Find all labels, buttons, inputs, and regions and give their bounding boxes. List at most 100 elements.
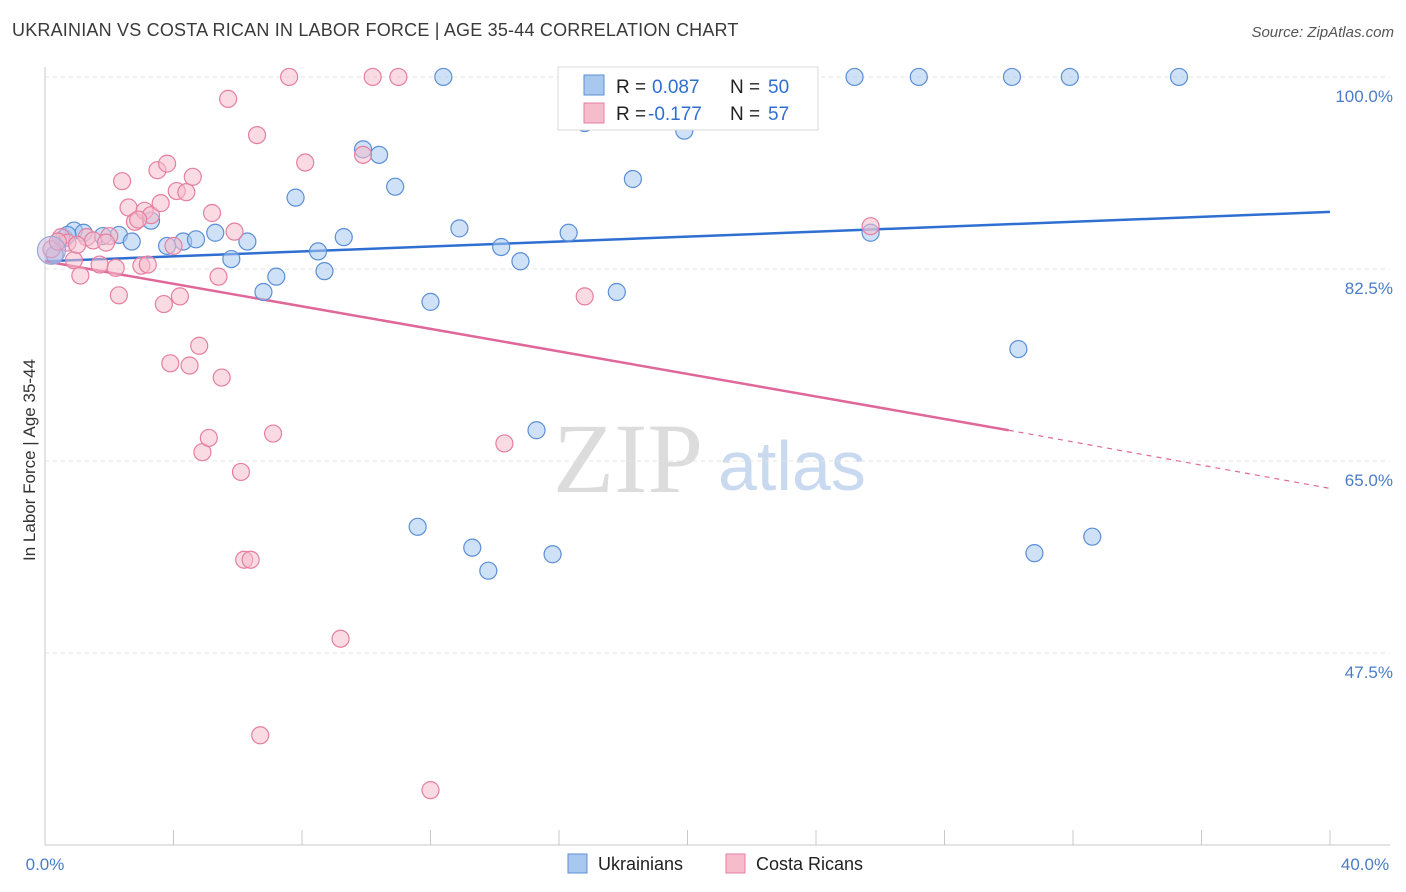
source-credit: Source: ZipAtlas.com	[1251, 24, 1394, 41]
y-tick-label: 100.0%	[1335, 87, 1393, 106]
costa-rican-point	[164, 236, 183, 256]
ukrainian-point	[1169, 67, 1189, 87]
costa-rican-point	[170, 287, 190, 306]
legend-r-value-ukrainians: 0.087	[652, 77, 700, 98]
ukrainian-point	[408, 517, 427, 536]
costa-rican-point	[363, 67, 382, 87]
costa-rican-point	[247, 125, 267, 145]
ukrainian-point	[434, 67, 453, 87]
costa-rican-point	[199, 428, 218, 448]
ukrainian-point	[1083, 527, 1102, 546]
ukrainian-point	[1025, 544, 1044, 563]
ukrainian-point	[370, 145, 389, 164]
trend-line-costa-ricans	[44, 260, 1009, 432]
watermark-atlas: atlas	[718, 427, 866, 505]
ukrainian-point	[315, 262, 334, 281]
chart-title: UKRAINIAN VS COSTA RICAN IN LABOR FORCE …	[12, 20, 739, 40]
ukrainian-point	[543, 545, 562, 564]
costa-rican-point	[212, 368, 231, 387]
costa-rican-point	[389, 67, 408, 87]
y-axis-label: In Labor Force | Age 35-44	[20, 359, 39, 561]
costa-rican-point	[177, 183, 196, 202]
ukrainian-point	[1002, 67, 1022, 87]
costa-rican-point	[353, 145, 373, 164]
costa-rican-point	[190, 336, 209, 355]
ukrainian-point	[463, 538, 482, 557]
ukrainian-point	[122, 232, 141, 251]
axes	[44, 67, 1390, 846]
costa-rican-point	[219, 89, 238, 108]
costa-rican-point	[263, 424, 283, 443]
costa-rican-point	[421, 781, 440, 800]
bottom-legend-ukrainians: Ukrainians	[598, 854, 683, 874]
legend-n-label-2: N =	[730, 104, 760, 125]
y-tick-label: 82.5%	[1345, 279, 1393, 298]
bottom-legend-costa-ricans: Costa Ricans	[756, 854, 863, 874]
bottom-legend-swatch-costa-ricans	[725, 853, 746, 874]
ukrainian-point	[607, 282, 626, 302]
ukrainian-point	[559, 223, 578, 242]
tick-labels: 47.5% 65.0% 82.5% 100.0% 0.0% 40.0%	[26, 87, 1393, 874]
trend-line-ukrainians	[44, 210, 1331, 263]
ukrainian-point	[909, 67, 928, 87]
ukrainian-point	[492, 237, 511, 257]
costa-rican-point	[209, 267, 228, 286]
costa-rican-point	[112, 172, 132, 191]
cluster-point	[36, 235, 67, 265]
costa-rican-point	[225, 222, 244, 241]
costa-rican-point	[154, 294, 173, 314]
costa-rican-point	[71, 266, 90, 285]
costa-rican-point	[96, 233, 116, 252]
bottom-legend: Ukrainians Costa Ricans	[567, 853, 863, 874]
costa-rican-point	[202, 203, 222, 223]
ukrainian-point	[511, 252, 530, 271]
trend-lines	[44, 210, 1331, 489]
ukrainian-point	[527, 421, 546, 440]
ukrainian-point	[267, 267, 286, 286]
legend-swatch-ukrainians	[583, 74, 605, 96]
costa-rican-point	[106, 258, 125, 277]
trend-line-extension	[1008, 429, 1331, 489]
ukrainian-point	[1060, 67, 1079, 87]
costa-rican-point	[231, 462, 251, 482]
ukrainian-point	[308, 242, 328, 261]
ukrainian-point	[479, 561, 498, 580]
costa-rican-point	[241, 550, 260, 569]
costa-rican-point	[129, 210, 148, 229]
ukrainian-point	[623, 169, 642, 189]
costa-rican-point	[331, 629, 350, 648]
legend-r-label-2: R =	[616, 104, 646, 125]
y-tick-label: 65.0%	[1345, 471, 1393, 490]
costa-rican-point	[109, 286, 128, 305]
ukrainian-point	[206, 223, 225, 242]
ukrainian-point	[845, 67, 864, 87]
x-tick-label-max: 40.0%	[1341, 855, 1389, 874]
costa-rican-point	[495, 434, 514, 453]
ukrainian-point	[254, 282, 273, 302]
costa-rican-point	[180, 356, 199, 375]
costa-rican-point	[157, 154, 177, 173]
ukrainian-point	[222, 249, 241, 269]
costa-rican-point	[183, 167, 202, 186]
costa-rican-point	[296, 153, 315, 172]
costa-rican-point	[64, 251, 84, 270]
ukrainian-point	[386, 177, 405, 196]
legend-n-label-1: N =	[730, 77, 760, 98]
legend-n-value-ukrainians: 50	[768, 77, 789, 98]
ukrainian-point	[186, 230, 206, 249]
ukrainian-point	[238, 232, 257, 251]
legend-swatch-costa-ricans	[583, 102, 605, 124]
costa-rican-point	[280, 67, 299, 87]
watermark-zip: ZIP	[553, 403, 703, 514]
x-tick-label-min: 0.0%	[26, 855, 65, 874]
costa-rican-point	[151, 194, 170, 213]
ukrainian-point	[421, 292, 440, 311]
bottom-legend-swatch-ukrainians	[567, 853, 588, 874]
ukrainian-point	[1009, 339, 1028, 359]
ukrainian-point	[286, 188, 305, 207]
ukrainian-point	[450, 219, 469, 238]
ukrainian-point	[334, 228, 353, 247]
legend-n-value-costa-ricans: 57	[768, 104, 789, 125]
costa-rican-point	[68, 235, 87, 254]
